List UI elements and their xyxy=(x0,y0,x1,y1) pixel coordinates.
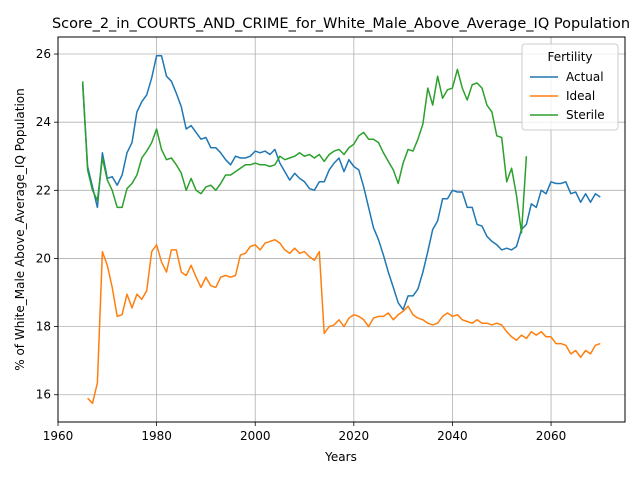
series-lines xyxy=(81,54,601,405)
x-tick-label: 2000 xyxy=(240,429,271,443)
x-tick-label: 1960 xyxy=(43,429,74,443)
y-tick-label: 18 xyxy=(36,320,51,334)
x-axis-ticks: 1960 1980 2000 2020 2040 2060 xyxy=(43,422,567,443)
legend-label-actual: Actual xyxy=(566,70,604,84)
chart-title: Score_2_in_COURTS_AND_CRIME_for_White_Ma… xyxy=(52,16,630,32)
x-tick-label: 2040 xyxy=(437,429,468,443)
y-tick-label: 24 xyxy=(36,115,51,129)
y-axis-ticks: 16 18 20 22 24 26 xyxy=(36,47,58,402)
plot-frame xyxy=(57,36,626,423)
y-tick-label: 16 xyxy=(36,388,51,402)
x-axis-label: Years xyxy=(324,450,357,464)
y-tick-label: 26 xyxy=(36,47,51,61)
legend: Fertility Actual Ideal Sterile xyxy=(521,43,619,131)
x-tick-label: 2020 xyxy=(339,429,370,443)
legend-label-sterile: Sterile xyxy=(566,108,605,122)
legend-label-ideal: Ideal xyxy=(566,89,595,103)
y-tick-label: 20 xyxy=(36,251,51,265)
y-axis-label: % of White_Male Above_Average_IQ Populat… xyxy=(13,88,27,371)
series-line-ideal xyxy=(87,238,601,405)
x-tick-label: 2060 xyxy=(536,429,567,443)
x-tick-label: 1980 xyxy=(141,429,172,443)
legend-box xyxy=(521,43,619,131)
series-line-actual xyxy=(81,54,601,311)
y-tick-label: 22 xyxy=(36,183,51,197)
series-line-sterile xyxy=(81,68,528,234)
legend-title: Fertility xyxy=(547,50,592,64)
legend-entries: Actual Ideal Sterile xyxy=(530,70,605,122)
